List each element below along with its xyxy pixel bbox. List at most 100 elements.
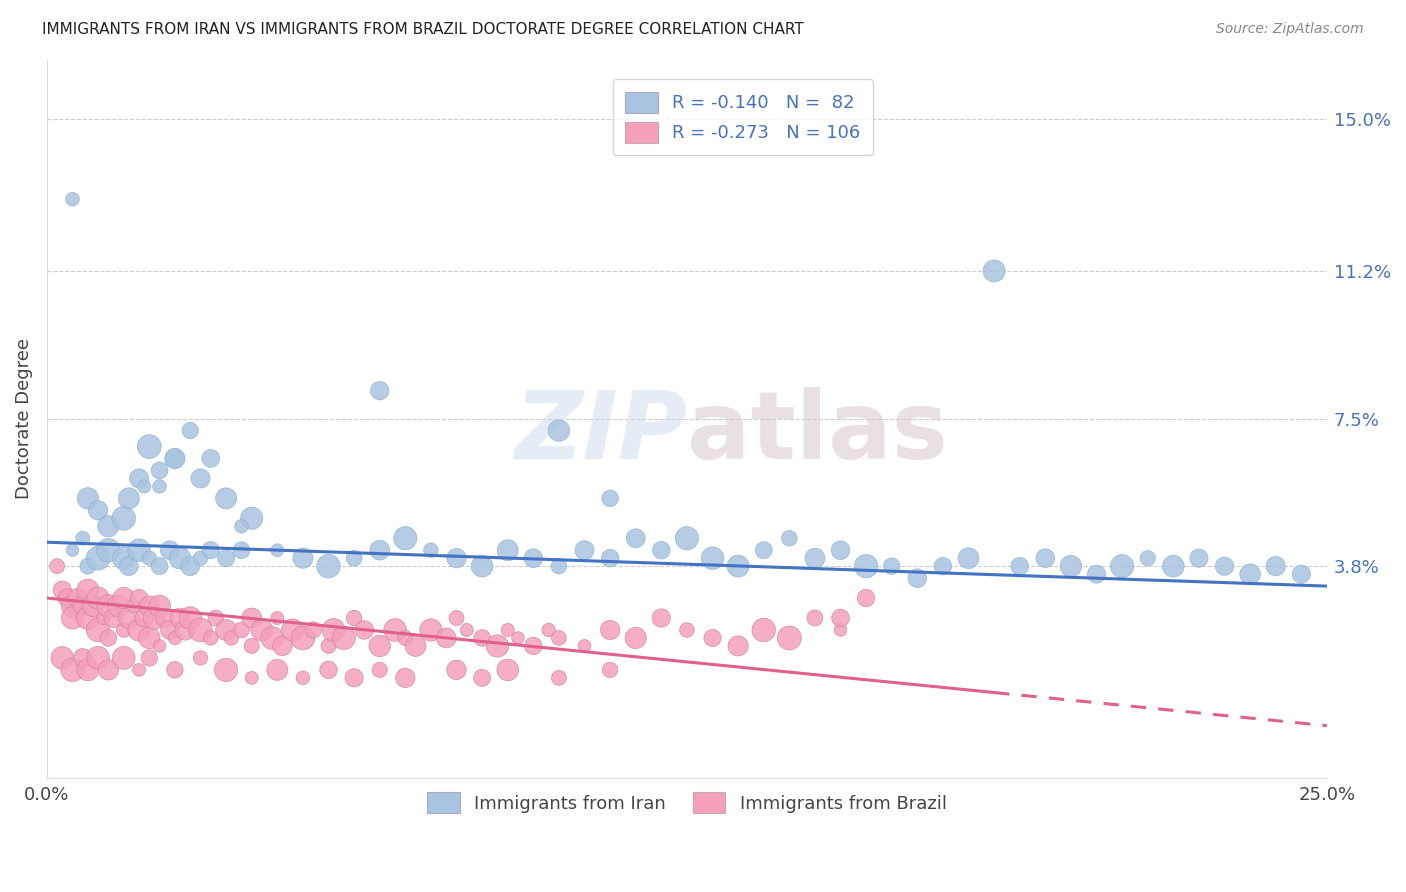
Point — [134, 479, 156, 493]
Point — [419, 623, 441, 637]
Point — [384, 623, 406, 637]
Point — [159, 623, 181, 637]
Point — [128, 623, 150, 637]
Point — [506, 631, 529, 645]
Point — [62, 543, 84, 558]
Point — [752, 543, 775, 558]
Point — [419, 543, 441, 558]
Point — [169, 551, 191, 566]
Point — [394, 531, 416, 545]
Point — [676, 531, 699, 545]
Point — [76, 583, 98, 598]
Point — [148, 559, 170, 574]
Point — [134, 611, 156, 625]
Point — [676, 623, 699, 637]
Point — [446, 611, 468, 625]
Point — [200, 451, 222, 466]
Point — [804, 551, 827, 566]
Point — [72, 651, 94, 665]
Text: atlas: atlas — [688, 387, 948, 479]
Point — [112, 623, 135, 637]
Point — [855, 591, 877, 605]
Point — [702, 631, 724, 645]
Point — [291, 631, 314, 645]
Point — [118, 559, 141, 574]
Point — [778, 631, 800, 645]
Point — [91, 611, 114, 625]
Point — [153, 611, 176, 625]
Point — [752, 623, 775, 637]
Point — [118, 611, 141, 625]
Point — [599, 491, 621, 506]
Point — [271, 639, 294, 653]
Point — [174, 623, 197, 637]
Point — [650, 543, 672, 558]
Point — [368, 663, 391, 677]
Point — [456, 623, 478, 637]
Point — [215, 491, 238, 506]
Point — [1264, 559, 1286, 574]
Point — [97, 631, 120, 645]
Point — [82, 599, 104, 613]
Point — [240, 671, 263, 685]
Point — [1213, 559, 1236, 574]
Point — [1188, 551, 1211, 566]
Point — [727, 639, 749, 653]
Point — [1136, 551, 1159, 566]
Point — [97, 663, 120, 677]
Point — [148, 479, 170, 493]
Point — [87, 591, 110, 605]
Point — [333, 631, 356, 645]
Point — [830, 611, 852, 625]
Point — [368, 384, 391, 398]
Point — [343, 671, 366, 685]
Legend: Immigrants from Iran, Immigrants from Brazil: Immigrants from Iran, Immigrants from Br… — [415, 780, 959, 826]
Point — [231, 543, 253, 558]
Point — [122, 599, 145, 613]
Point — [830, 543, 852, 558]
Point — [200, 631, 222, 645]
Point — [368, 543, 391, 558]
Point — [471, 671, 494, 685]
Point — [957, 551, 980, 566]
Point — [778, 531, 800, 545]
Point — [599, 623, 621, 637]
Text: ZIP: ZIP — [515, 387, 688, 479]
Point — [1008, 559, 1031, 574]
Point — [148, 463, 170, 477]
Point — [112, 551, 135, 566]
Point — [343, 551, 366, 566]
Point — [138, 440, 160, 454]
Point — [318, 639, 340, 653]
Point — [446, 551, 468, 566]
Point — [87, 503, 110, 517]
Point — [138, 651, 160, 665]
Point — [138, 599, 160, 613]
Point — [599, 551, 621, 566]
Point — [343, 611, 366, 625]
Point — [103, 611, 125, 625]
Point — [148, 639, 170, 653]
Point — [163, 663, 186, 677]
Point — [624, 531, 647, 545]
Point — [128, 663, 150, 677]
Text: Source: ZipAtlas.com: Source: ZipAtlas.com — [1216, 22, 1364, 37]
Point — [266, 663, 288, 677]
Point — [143, 611, 166, 625]
Point — [405, 639, 427, 653]
Point — [1033, 551, 1056, 566]
Point — [548, 424, 571, 438]
Point — [169, 611, 191, 625]
Point — [112, 591, 135, 605]
Point — [72, 599, 94, 613]
Point — [537, 623, 560, 637]
Point — [353, 623, 375, 637]
Point — [97, 543, 120, 558]
Point — [434, 631, 457, 645]
Point — [302, 623, 325, 637]
Point — [190, 623, 212, 637]
Point — [250, 623, 273, 637]
Point — [281, 623, 304, 637]
Point — [128, 543, 150, 558]
Point — [394, 671, 416, 685]
